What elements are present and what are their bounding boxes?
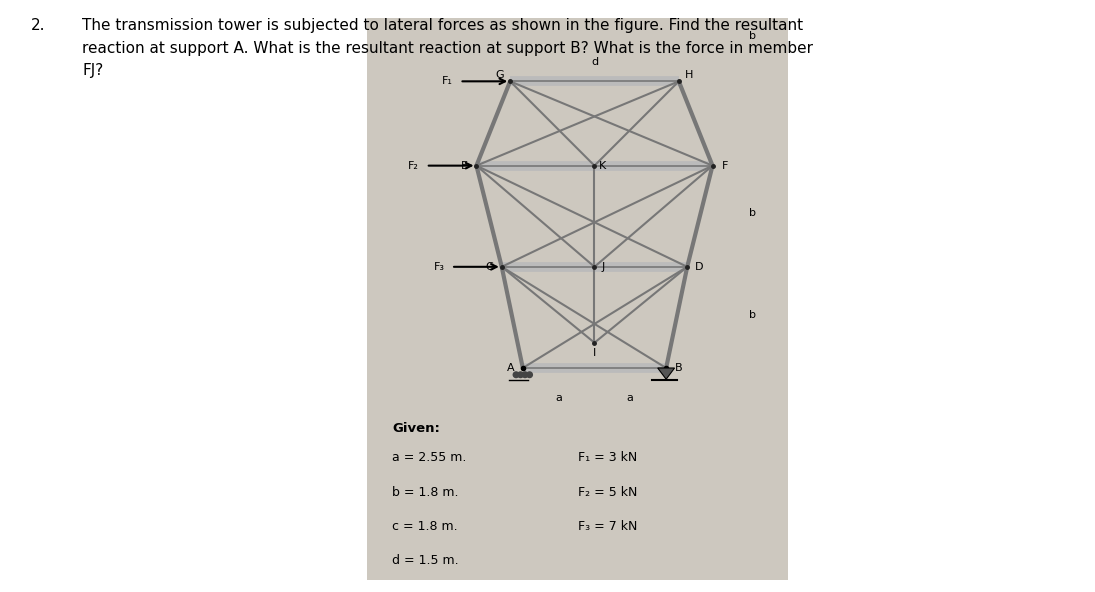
Text: a: a: [626, 393, 634, 403]
Text: F₃ = 7 kN: F₃ = 7 kN: [578, 520, 637, 533]
Text: D: D: [695, 262, 704, 272]
Text: d = 1.5 m.: d = 1.5 m.: [392, 554, 459, 567]
Circle shape: [514, 372, 519, 378]
Text: H: H: [684, 70, 693, 79]
Text: J: J: [601, 262, 604, 272]
Polygon shape: [658, 368, 675, 379]
Text: F₂: F₂: [408, 160, 419, 170]
Text: F₁: F₁: [442, 76, 453, 86]
Circle shape: [522, 372, 528, 378]
Text: F₂ = 5 kN: F₂ = 5 kN: [578, 485, 637, 498]
Text: G: G: [496, 70, 505, 79]
Text: I: I: [592, 348, 596, 358]
Circle shape: [527, 372, 532, 378]
Text: d: d: [591, 57, 598, 67]
Text: The transmission tower is subjected to lateral forces as shown in the figure. Fi: The transmission tower is subjected to l…: [82, 18, 814, 78]
Text: b: b: [749, 310, 756, 320]
Text: a = 2.55 m.: a = 2.55 m.: [392, 451, 466, 464]
Text: F: F: [722, 160, 728, 170]
Circle shape: [518, 372, 523, 378]
Text: K: K: [599, 160, 607, 170]
Text: E: E: [461, 160, 468, 170]
Text: C: C: [485, 262, 493, 272]
Text: F₃: F₃: [434, 262, 445, 272]
Text: b: b: [749, 208, 756, 218]
Text: b = 1.8 m.: b = 1.8 m.: [392, 485, 459, 498]
Text: B: B: [675, 363, 682, 373]
Text: A: A: [507, 363, 515, 373]
Text: F₁ = 3 kN: F₁ = 3 kN: [578, 451, 637, 464]
Text: c = 1.8 m.: c = 1.8 m.: [392, 520, 458, 533]
Text: a: a: [555, 393, 562, 403]
Text: b: b: [749, 31, 756, 41]
Text: 2.: 2.: [31, 18, 45, 33]
Text: Given:: Given:: [392, 422, 440, 435]
